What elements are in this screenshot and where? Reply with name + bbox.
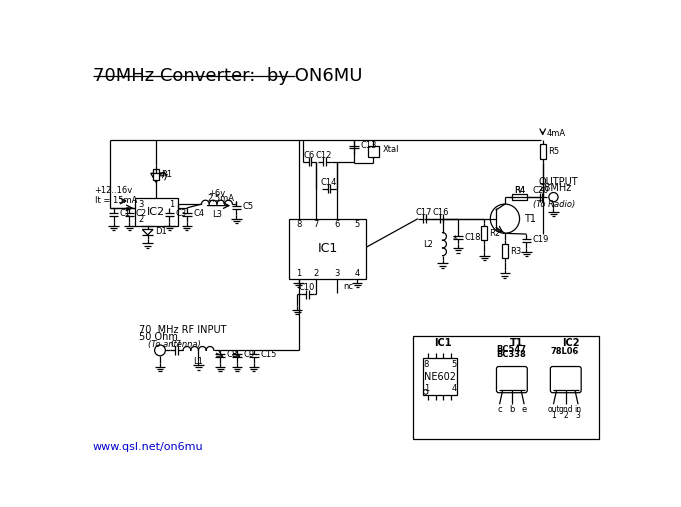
Text: C14: C14 (321, 178, 337, 187)
Text: 3: 3 (138, 200, 144, 208)
Text: 70MHz Converter:  by ON6MU: 70MHz Converter: by ON6MU (93, 67, 362, 85)
Text: C17: C17 (416, 208, 432, 217)
Text: C7: C7 (170, 340, 182, 349)
Text: It = 15mA: It = 15mA (95, 197, 137, 205)
Text: *: * (452, 235, 457, 245)
Text: C16: C16 (433, 208, 449, 217)
Text: Xtal: Xtal (383, 145, 399, 154)
Text: C2: C2 (136, 209, 146, 218)
Text: T1: T1 (524, 213, 536, 224)
Text: 5: 5 (452, 360, 457, 369)
Text: 4mA: 4mA (547, 129, 566, 138)
Text: in: in (575, 405, 582, 414)
Text: c: c (497, 405, 502, 414)
Text: 5: 5 (355, 220, 360, 229)
Text: e: e (522, 405, 527, 414)
Bar (153, 169, 159, 180)
Text: R4: R4 (514, 186, 525, 195)
Text: C3: C3 (176, 209, 187, 218)
Bar (512, 194, 527, 200)
Text: (To antenna): (To antenna) (148, 341, 201, 349)
Text: C12: C12 (316, 151, 332, 160)
Bar (502, 244, 508, 258)
Text: R3: R3 (510, 246, 522, 256)
Text: C6: C6 (304, 151, 315, 160)
Text: R5: R5 (548, 147, 559, 156)
Text: 1: 1 (551, 411, 556, 420)
Text: 70  MHz RF INPUT: 70 MHz RF INPUT (139, 325, 227, 335)
Text: 8: 8 (296, 220, 301, 229)
Text: (To Radio): (To Radio) (533, 200, 575, 209)
Text: 8: 8 (424, 360, 429, 369)
Text: C10: C10 (299, 283, 315, 293)
Text: 78L06: 78L06 (551, 347, 579, 356)
Bar (539, 144, 545, 159)
Text: C8: C8 (227, 350, 238, 359)
Text: www.qsl.net/on6mu: www.qsl.net/on6mu (93, 442, 204, 452)
Bar (368, 147, 379, 157)
Text: C15: C15 (261, 350, 277, 359)
Text: C20: C20 (532, 187, 548, 196)
Text: 7: 7 (313, 220, 319, 229)
Text: R1: R1 (161, 169, 173, 178)
Text: L2: L2 (424, 240, 433, 248)
Text: 1: 1 (296, 269, 301, 278)
Text: C18: C18 (465, 233, 481, 242)
Text: BC547: BC547 (496, 345, 526, 354)
Text: 2: 2 (314, 269, 319, 278)
Text: 3: 3 (575, 411, 580, 420)
Text: IC2: IC2 (562, 339, 579, 348)
Bar (481, 227, 487, 240)
Text: R4: R4 (514, 187, 525, 196)
Text: D1: D1 (155, 227, 167, 236)
Text: IC1: IC1 (318, 242, 338, 255)
Bar (135, 198, 178, 226)
Text: +6v: +6v (208, 189, 225, 198)
FancyBboxPatch shape (550, 367, 581, 393)
Text: out: out (547, 405, 560, 414)
Text: L3: L3 (212, 210, 222, 220)
Text: C19: C19 (533, 235, 549, 244)
Text: gnd: gnd (558, 405, 573, 414)
Text: 3: 3 (334, 269, 340, 278)
Text: C5: C5 (242, 202, 253, 211)
Text: C1: C1 (120, 209, 131, 218)
Text: C13: C13 (360, 141, 377, 150)
Text: b: b (509, 405, 515, 414)
Text: nc: nc (343, 282, 353, 291)
Text: 4: 4 (452, 384, 457, 393)
Text: R2: R2 (490, 229, 501, 238)
Text: 50 Ohm: 50 Ohm (139, 332, 178, 342)
Text: C4: C4 (193, 209, 204, 218)
Text: +12..16v: +12..16v (95, 186, 133, 195)
Text: 28MHz: 28MHz (538, 183, 571, 193)
Text: T1: T1 (510, 339, 523, 348)
Bar (413, 337, 599, 439)
Text: 1: 1 (169, 200, 174, 208)
Text: BC338: BC338 (496, 350, 526, 359)
Text: L1: L1 (193, 356, 204, 366)
Text: NE602: NE602 (424, 372, 456, 382)
Text: 2,5mA: 2,5mA (208, 194, 235, 203)
Text: IC1: IC1 (434, 339, 452, 348)
FancyBboxPatch shape (496, 367, 527, 393)
Text: 1: 1 (424, 384, 429, 393)
Bar (289, 219, 366, 279)
Text: OUTPUT: OUTPUT (538, 177, 577, 187)
Text: 2: 2 (138, 215, 144, 224)
Text: 2: 2 (563, 411, 568, 420)
Text: IC2: IC2 (147, 207, 165, 217)
Text: 6: 6 (334, 220, 340, 229)
Text: 4: 4 (355, 269, 360, 278)
Text: C9: C9 (244, 350, 255, 359)
Bar (424, 358, 457, 395)
